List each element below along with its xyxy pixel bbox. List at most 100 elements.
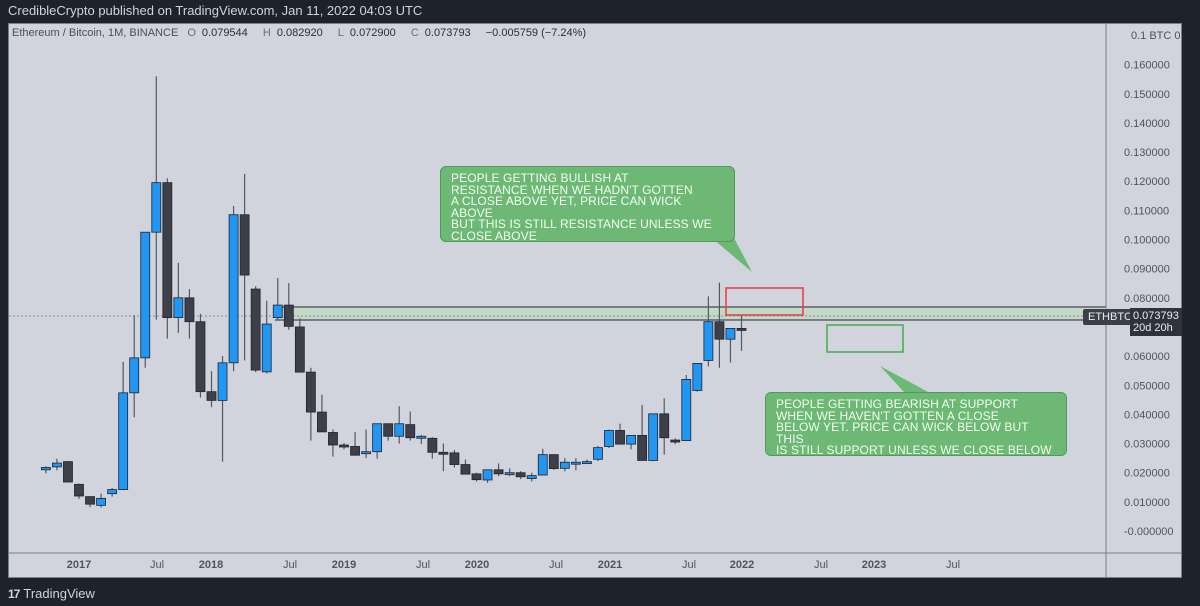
candle bbox=[405, 411, 416, 441]
candle bbox=[74, 483, 84, 499]
time-tick: 2019 bbox=[332, 559, 356, 571]
price-tick: 0.060000 bbox=[1124, 351, 1170, 363]
time-tick: Jul bbox=[814, 559, 828, 571]
candle bbox=[206, 371, 217, 408]
candle bbox=[195, 313, 206, 398]
candle bbox=[350, 431, 360, 456]
price-tick: 0.010000 bbox=[1124, 497, 1170, 509]
symbol-tag: ETHBTC bbox=[1083, 309, 1137, 325]
resistance-box[interactable] bbox=[725, 287, 804, 316]
candle bbox=[394, 406, 405, 444]
candle bbox=[151, 76, 162, 320]
candle bbox=[615, 423, 625, 445]
candle bbox=[40, 466, 51, 474]
candle bbox=[537, 448, 548, 476]
candle bbox=[107, 487, 118, 497]
candle bbox=[383, 423, 394, 441]
candle bbox=[317, 394, 327, 433]
candle bbox=[504, 468, 515, 477]
candle bbox=[559, 458, 570, 472]
candle bbox=[703, 296, 714, 367]
time-tick: 2020 bbox=[465, 559, 489, 571]
time-tick: Jul bbox=[946, 559, 960, 571]
price-tick: 0.100000 bbox=[1124, 235, 1170, 247]
candle bbox=[283, 283, 294, 330]
candle bbox=[449, 449, 460, 468]
candle bbox=[637, 405, 648, 461]
candle bbox=[272, 277, 283, 320]
candle bbox=[582, 459, 592, 465]
candle bbox=[217, 356, 228, 462]
candle bbox=[438, 443, 449, 472]
price-tick: 0.120000 bbox=[1124, 176, 1170, 188]
candle bbox=[692, 362, 703, 392]
last-price-tag: 0.073793 20d 20h bbox=[1130, 308, 1182, 336]
brand-name: TradingView bbox=[23, 586, 95, 601]
candle bbox=[725, 328, 736, 363]
time-tick: 2023 bbox=[862, 559, 886, 571]
time-tick: Jul bbox=[150, 559, 164, 571]
chart-frame[interactable] bbox=[8, 23, 1182, 578]
candle bbox=[736, 314, 747, 351]
price-tick: 0.130000 bbox=[1124, 147, 1170, 159]
candle bbox=[493, 463, 504, 477]
bearish-note[interactable]: PEOPLE GETTING BEARISH AT SUPPORT WHEN W… bbox=[765, 392, 1067, 456]
bullish-callout-pointer bbox=[712, 238, 752, 272]
price-tick: 0.040000 bbox=[1124, 409, 1170, 421]
candle bbox=[173, 262, 184, 333]
price-tick: 0.030000 bbox=[1124, 439, 1170, 451]
candle bbox=[482, 469, 493, 483]
price-tick: 0.140000 bbox=[1124, 118, 1170, 130]
time-tick: Jul bbox=[549, 559, 563, 571]
bullish-note[interactable]: PEOPLE GETTING BULLISH AT RESISTANCE WHE… bbox=[440, 166, 735, 242]
candle bbox=[416, 434, 427, 445]
time-tick: Jul bbox=[682, 559, 696, 571]
tradingview-logo[interactable]: 17 TradingView bbox=[8, 586, 95, 601]
candle bbox=[228, 205, 239, 372]
candle bbox=[361, 429, 371, 459]
price-tick: 0.020000 bbox=[1124, 468, 1170, 480]
tradingview-mark-icon: 17 bbox=[8, 586, 20, 601]
price-tick: 0.050000 bbox=[1124, 380, 1170, 392]
price-axis-currency: 0.1 BTC 0 bbox=[1131, 30, 1181, 42]
time-tick: 2018 bbox=[199, 559, 223, 571]
candle bbox=[52, 458, 62, 471]
candles-group bbox=[40, 76, 747, 508]
time-tick: 2017 bbox=[67, 559, 91, 571]
time-tick: 2022 bbox=[730, 559, 754, 571]
candle bbox=[118, 361, 129, 491]
published-header: CredibleCrypto published on TradingView.… bbox=[8, 3, 423, 18]
candle bbox=[648, 413, 659, 462]
last-price: 0.073793 bbox=[1133, 310, 1179, 322]
time-tick: 2021 bbox=[598, 559, 622, 571]
bearish-callout-pointer bbox=[880, 366, 930, 393]
close-value: 0.073793 bbox=[424, 27, 471, 39]
candle bbox=[184, 289, 195, 339]
candle bbox=[328, 429, 338, 457]
candle bbox=[250, 286, 261, 373]
candle bbox=[659, 398, 670, 455]
open-value: 0.079544 bbox=[201, 27, 248, 39]
candle bbox=[548, 454, 559, 470]
symbol-name: Ethereum / Bitcoin, 1M, BINANCE bbox=[12, 27, 179, 39]
support-box[interactable] bbox=[826, 324, 904, 353]
candle bbox=[570, 458, 581, 471]
time-axis: 2017 Jul 2018 Jul 2019 Jul 2020 Jul 2021 Jul 2022 J… bbox=[67, 559, 960, 571]
candle bbox=[593, 445, 603, 462]
price-tick: 0.090000 bbox=[1124, 264, 1170, 276]
high-value: 0.082920 bbox=[276, 27, 323, 39]
change-value: −0.005759 (−7.24%) bbox=[485, 27, 587, 39]
price-tick: 0.110000 bbox=[1124, 205, 1169, 217]
price-tick: 0.160000 bbox=[1124, 60, 1170, 72]
price-tick: 0.150000 bbox=[1124, 89, 1170, 101]
low-value: 0.072900 bbox=[349, 27, 396, 39]
candle bbox=[85, 496, 95, 508]
candle bbox=[427, 437, 438, 459]
price-tick: 0.080000 bbox=[1124, 293, 1170, 305]
candle bbox=[626, 434, 636, 450]
candle bbox=[261, 300, 272, 374]
candle bbox=[714, 282, 725, 368]
candle bbox=[372, 423, 383, 459]
time-tick: Jul bbox=[283, 559, 297, 571]
